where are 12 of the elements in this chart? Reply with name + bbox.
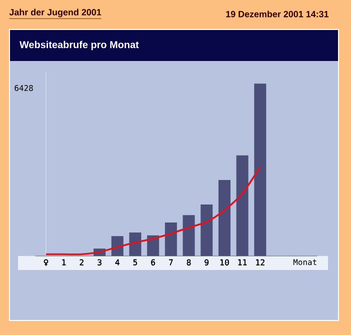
bar: [147, 235, 160, 256]
bar: [236, 155, 248, 256]
bar: [111, 236, 124, 256]
chart-title: Websiteabrufe pro Monat: [20, 40, 139, 50]
bar: [200, 204, 213, 256]
text: Jahr der Jugend 2001: [9, 8, 102, 18]
text: 19 Dezember 2001 14:31: [226, 10, 329, 18]
bar: [129, 232, 142, 256]
bar: [182, 215, 195, 256]
bar: [164, 222, 177, 256]
bar: [218, 180, 230, 256]
bar: [254, 84, 266, 256]
